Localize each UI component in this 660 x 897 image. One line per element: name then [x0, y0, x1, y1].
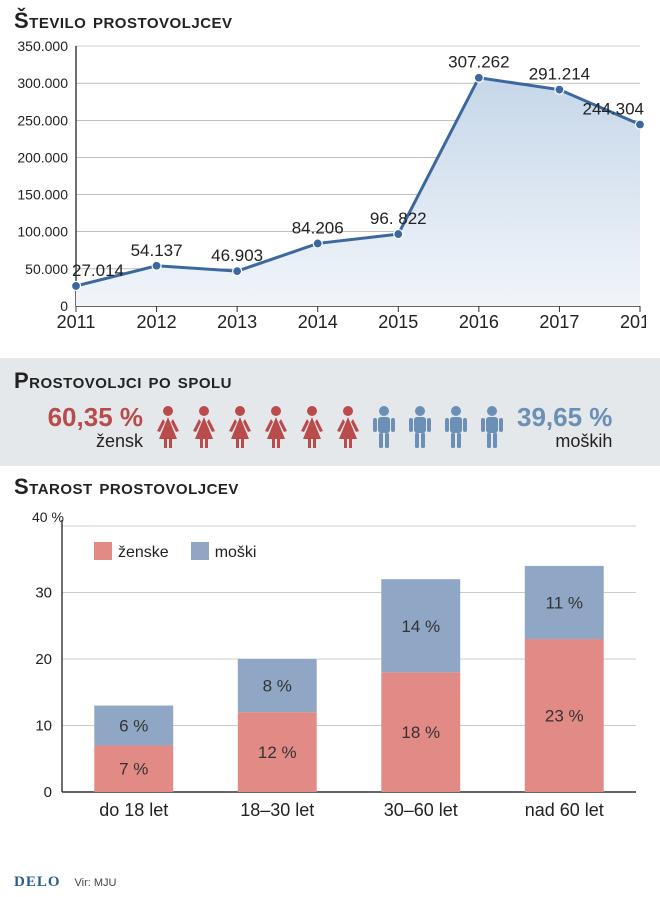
svg-text:244.304: 244.304: [583, 100, 644, 119]
svg-text:do 18 let: do 18 let: [99, 800, 168, 820]
svg-text:12 %: 12 %: [258, 743, 297, 762]
svg-text:18 %: 18 %: [401, 723, 440, 742]
svg-text:10: 10: [35, 718, 52, 735]
svg-text:2012: 2012: [137, 312, 177, 332]
svg-text:40 %: 40 %: [32, 509, 64, 525]
svg-text:20: 20: [35, 651, 52, 668]
male-pct-block: 39,65 % moških: [517, 402, 612, 452]
male-icon: [369, 405, 399, 449]
source-text: Vir: MJU: [75, 877, 117, 889]
svg-text:291.214: 291.214: [529, 65, 590, 84]
gender-title: Prostovoljci po spolu: [14, 368, 646, 394]
svg-text:96. 822: 96. 822: [370, 209, 427, 228]
delo-logo: DELO: [14, 874, 61, 891]
area-chart-svg: 050.000100.000150.000200.000250.000300.0…: [14, 40, 646, 340]
svg-text:84.206: 84.206: [292, 218, 344, 237]
female-pct: 60,35 %: [48, 402, 143, 432]
svg-text:46.903: 46.903: [211, 246, 263, 265]
gender-section: Prostovoljci po spolu 60,35 % žensk 39,6…: [0, 358, 660, 466]
svg-text:14 %: 14 %: [401, 617, 440, 636]
svg-text:2017: 2017: [539, 312, 579, 332]
male-icon: [477, 405, 507, 449]
female-icon: [225, 405, 255, 449]
svg-text:18–30 let: 18–30 let: [240, 800, 314, 820]
svg-text:50.000: 50.000: [25, 261, 68, 277]
svg-text:54.137: 54.137: [131, 241, 183, 260]
male-pct: 39,65 %: [517, 402, 612, 432]
legend-male: moški: [191, 542, 257, 562]
svg-text:23 %: 23 %: [545, 707, 584, 726]
svg-text:30–60 let: 30–60 let: [384, 800, 458, 820]
svg-text:0: 0: [44, 784, 52, 801]
female-icon: [297, 405, 327, 449]
svg-text:7 %: 7 %: [119, 760, 148, 779]
volunteer-count-section: Število prostovoljcev 050.000100.000150.…: [0, 0, 660, 350]
svg-text:350.000: 350.000: [17, 40, 68, 54]
svg-text:100.000: 100.000: [17, 224, 68, 240]
female-label: žensk: [48, 431, 143, 452]
svg-text:8 %: 8 %: [263, 677, 292, 696]
gender-icons: [153, 405, 507, 449]
female-icon: [153, 405, 183, 449]
svg-text:250.000: 250.000: [17, 112, 68, 128]
svg-text:300.000: 300.000: [17, 75, 68, 91]
svg-text:150.000: 150.000: [17, 187, 68, 203]
area-chart: 050.000100.000150.000200.000250.000300.0…: [14, 40, 646, 350]
svg-text:200.000: 200.000: [17, 149, 68, 165]
svg-text:2013: 2013: [217, 312, 257, 332]
svg-text:27.014: 27.014: [72, 261, 124, 280]
svg-text:6 %: 6 %: [119, 717, 148, 736]
female-icon: [261, 405, 291, 449]
male-label: moških: [517, 431, 612, 452]
svg-text:30: 30: [35, 585, 52, 602]
female-icon: [189, 405, 219, 449]
svg-text:2011: 2011: [57, 312, 96, 332]
female-pct-block: 60,35 % žensk: [48, 402, 143, 452]
svg-text:2014: 2014: [298, 312, 338, 332]
gender-row: 60,35 % žensk 39,65 % moških: [14, 402, 646, 452]
age-legend: ženske moški: [94, 542, 256, 562]
svg-text:nad 60 let: nad 60 let: [525, 800, 604, 820]
svg-text:2015: 2015: [378, 312, 418, 332]
svg-text:11 %: 11 %: [546, 593, 584, 612]
svg-text:2018: 2018: [620, 312, 646, 332]
age-section: Starost prostovoljcev ženske moški 40 % 0…: [0, 466, 660, 836]
female-icon: [333, 405, 363, 449]
legend-female: ženske: [94, 542, 169, 562]
svg-text:2016: 2016: [459, 312, 499, 332]
area-chart-title: Število prostovoljcev: [14, 8, 646, 34]
age-chart-title: Starost prostovoljcev: [14, 474, 646, 500]
footer: DELO Vir: MJU: [14, 874, 116, 891]
age-chart: ženske moški 40 % 0 10 20 30 7 % 6 % do 18 let 1…: [14, 506, 646, 836]
svg-text:307.262: 307.262: [448, 53, 509, 72]
male-icon: [405, 405, 435, 449]
male-icon: [441, 405, 471, 449]
